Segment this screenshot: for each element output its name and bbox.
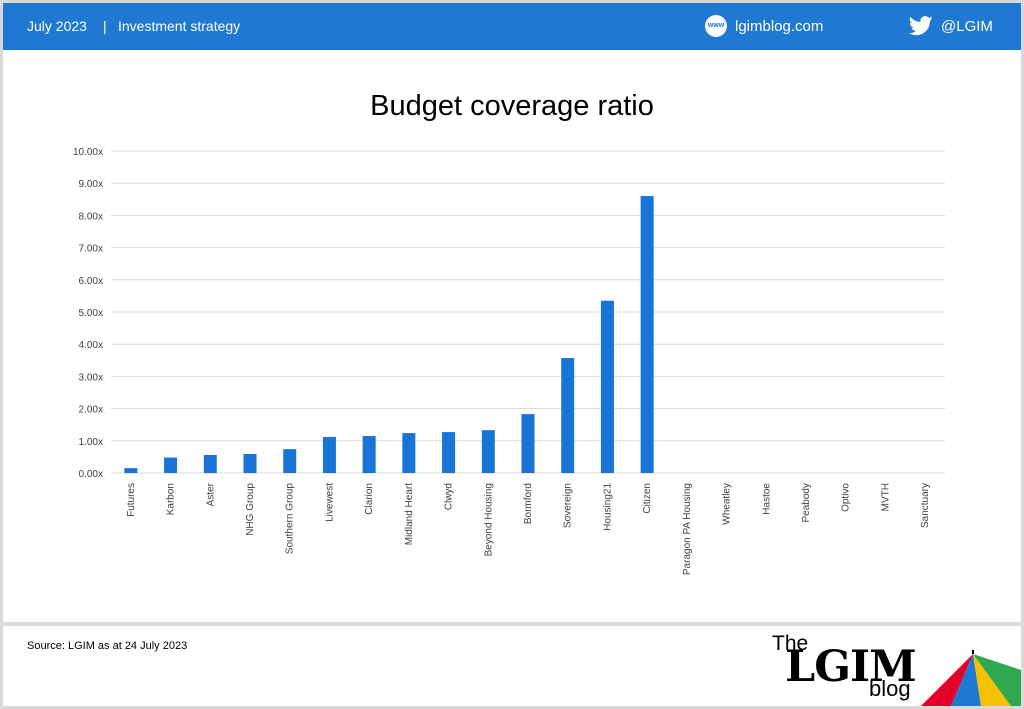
x-tick-label: Sovereign <box>563 483 574 528</box>
footer-divider <box>3 622 1021 626</box>
y-tick-label: 10.00x <box>73 147 103 158</box>
x-tick-label: Wheatley <box>722 483 733 525</box>
bar <box>322 436 336 473</box>
bar <box>600 300 614 473</box>
source-note: Source: LGIM as at 24 July 2023 <box>27 640 188 652</box>
bar <box>243 454 257 473</box>
chart-panel <box>3 54 1021 622</box>
bar <box>283 449 297 473</box>
x-tick-label: Bormford <box>523 483 534 524</box>
twitter-bird-icon <box>909 16 933 36</box>
x-tick-label: Optivo <box>841 483 852 512</box>
y-tick-label: 8.00x <box>79 211 103 222</box>
x-tick-label: Clarion <box>364 483 375 515</box>
y-tick-label: 1.00x <box>79 437 103 448</box>
y-tick-label: 0.00x <box>79 469 103 480</box>
x-tick-label: Futures <box>126 483 137 517</box>
y-tick-label: 7.00x <box>79 244 103 255</box>
twitter-handle: @LGIM <box>941 18 993 35</box>
logo-the: The <box>772 632 809 655</box>
header-topic[interactable]: Investment strategy <box>118 18 241 34</box>
bar <box>442 432 456 473</box>
header-date: July 2023 <box>27 18 87 34</box>
y-tick-label: 2.00x <box>79 405 103 416</box>
y-tick-label: 5.00x <box>79 308 103 319</box>
globe-www-icon: www <box>705 15 727 37</box>
logo-lgim: LGIM <box>785 642 917 692</box>
x-tick-label: Sanctuary <box>920 483 931 528</box>
x-tick-label: Citizen <box>642 483 653 514</box>
x-tick-label: Southern Group <box>285 483 296 555</box>
bar <box>124 468 138 473</box>
footer: Source: LGIM as at 24 July 2023 The LGIM… <box>3 626 1021 706</box>
header-bar: July 2023 | Investment strategy www lgim… <box>3 3 1021 50</box>
y-tick-label: 3.00x <box>79 372 103 383</box>
x-tick-label: Peabody <box>801 483 812 522</box>
x-tick-label: Paragon PA Housing <box>682 483 693 575</box>
x-tick-label: Beyond Housing <box>483 483 494 556</box>
x-tick-label: Hastoe <box>761 483 772 515</box>
x-tick-label: Karbon <box>166 483 177 515</box>
logo-blog: blog <box>869 676 911 701</box>
chart-title: Budget coverage ratio <box>370 90 654 122</box>
x-tick-label: Midland Heart <box>404 483 415 545</box>
bar <box>640 196 654 473</box>
bar <box>521 414 535 473</box>
y-tick-label: 9.00x <box>79 179 103 190</box>
bar <box>203 454 217 473</box>
umbrella-logo-icon <box>921 650 1021 706</box>
bar <box>561 358 575 473</box>
x-tick-label: Aster <box>205 482 216 506</box>
x-tick-label: MVTH <box>880 483 891 511</box>
x-tick-label: Housing21 <box>602 483 613 531</box>
x-tick-label: NHG Group <box>245 483 256 536</box>
y-tick-label: 4.00x <box>79 340 103 351</box>
x-tick-label: Clwyd <box>444 483 455 510</box>
site-label: lgimblog.com <box>735 18 824 35</box>
bar-chart: 0.00x 1.00x 2.00x 3.00x 4.00x 5.00x 6.00x 7.00x… <box>73 147 945 575</box>
bar <box>362 435 376 473</box>
bar <box>402 433 416 473</box>
bar <box>481 430 495 473</box>
page-frame: July 2023 | Investment strategy www lgim… <box>3 3 1021 706</box>
y-tick-label: 6.00x <box>79 276 103 287</box>
bar <box>164 457 178 473</box>
header-separator: | <box>103 18 107 34</box>
x-tick-label: Livewest <box>324 483 335 522</box>
